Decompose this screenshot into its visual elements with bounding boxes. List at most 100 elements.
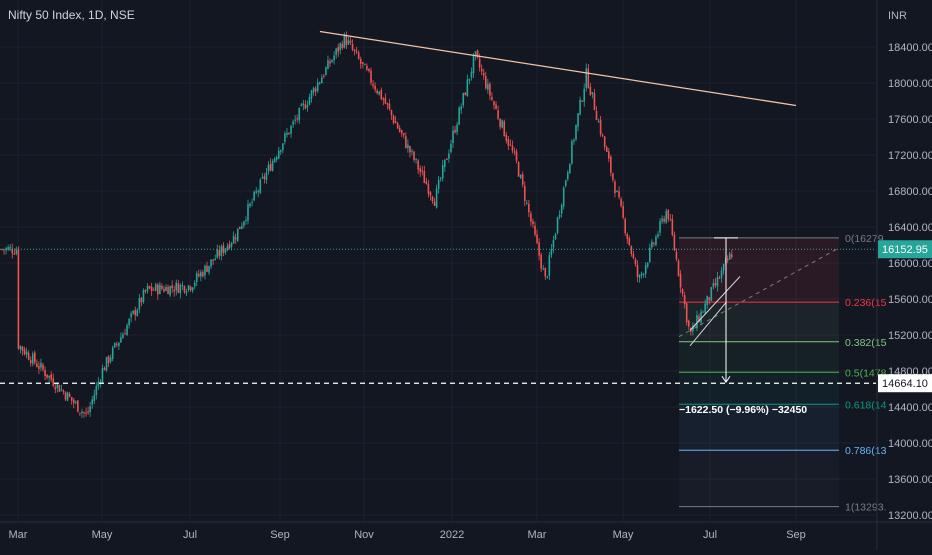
candle-body xyxy=(444,159,446,167)
candle-body xyxy=(204,265,206,276)
candle-body xyxy=(528,203,530,213)
candle-body xyxy=(89,406,91,413)
candle-body xyxy=(726,258,729,261)
time-axis[interactable]: Mar May Jul Sep Nov 2022 Mar May Jul Sep xyxy=(0,521,932,541)
level-price-badge[interactable] xyxy=(878,374,932,393)
candle-body xyxy=(128,318,130,326)
candle-body xyxy=(673,234,676,251)
candle-body xyxy=(120,337,122,343)
candle-body xyxy=(646,262,649,267)
candle-body xyxy=(52,378,55,386)
time-tick-label: May xyxy=(613,529,634,541)
candle-body xyxy=(573,139,575,142)
candle-body xyxy=(519,174,522,178)
candle-body xyxy=(675,251,678,260)
candle-body xyxy=(698,316,700,322)
candle-body xyxy=(386,102,389,105)
candle-body xyxy=(230,243,233,247)
candle-body xyxy=(298,107,301,121)
price-tick-label: 17200.00 xyxy=(888,150,932,162)
candle-body xyxy=(487,83,489,90)
candle-body xyxy=(583,88,585,102)
candle-body xyxy=(345,34,348,46)
candle-body xyxy=(136,309,139,316)
candle-body xyxy=(152,289,155,291)
candle-body xyxy=(292,121,294,125)
channel-line[interactable] xyxy=(689,302,727,347)
candle-body xyxy=(470,71,473,78)
candle-body xyxy=(126,325,128,335)
candle-body xyxy=(60,389,63,391)
candle-body xyxy=(17,248,20,349)
drawings[interactable]: −1622.50 (−9.96%) −32450 xyxy=(0,30,876,417)
price-tick-label: 16000.00 xyxy=(888,258,932,270)
candle-body xyxy=(380,89,383,100)
candle-body xyxy=(642,273,645,275)
candle-body xyxy=(630,246,633,255)
candle-body xyxy=(175,282,178,291)
candle-body xyxy=(265,172,268,180)
candle-body xyxy=(50,374,52,380)
channel-line[interactable] xyxy=(689,276,741,331)
candle-body xyxy=(374,85,376,90)
candle-body xyxy=(446,158,448,160)
candle-body xyxy=(351,43,354,50)
candle-body xyxy=(46,374,48,378)
candle-body xyxy=(462,92,465,106)
candle-body xyxy=(509,144,512,146)
candle-body xyxy=(556,217,559,233)
candle-body xyxy=(714,283,717,286)
candle-body xyxy=(294,119,296,121)
candle-body xyxy=(243,221,245,226)
candle-body xyxy=(31,353,34,364)
candle-body xyxy=(499,119,501,127)
candle-body xyxy=(503,121,506,137)
candle-body xyxy=(370,70,372,83)
candle-body xyxy=(167,286,169,295)
candle-body xyxy=(706,295,708,306)
candle-body xyxy=(577,113,579,127)
measure-label: −1622.50 (−9.96%) −32450 xyxy=(679,404,807,416)
candle-body xyxy=(146,285,149,291)
candle-body xyxy=(392,115,395,123)
candle-body xyxy=(107,356,110,364)
candle-body xyxy=(58,385,61,392)
candle-body xyxy=(56,383,59,388)
candle-body xyxy=(1,249,3,251)
candle-body xyxy=(716,276,719,287)
candle-body xyxy=(638,274,641,278)
candle-body xyxy=(290,125,292,134)
candle-body xyxy=(206,265,208,272)
candle-body xyxy=(366,65,368,70)
candle-body xyxy=(558,214,561,217)
candle-body xyxy=(562,187,565,207)
candle-body xyxy=(696,315,698,329)
candle-body xyxy=(661,218,663,222)
trendline[interactable] xyxy=(319,30,797,107)
candle-body xyxy=(681,289,684,294)
candle-body xyxy=(567,172,569,180)
candle-body xyxy=(79,412,81,414)
candle-body xyxy=(198,274,200,277)
price-axis[interactable]: 18400.00 18000.00 17600.00 17200.00 16800.00… xyxy=(876,0,932,550)
candle-body xyxy=(148,286,151,289)
candle-body xyxy=(308,97,311,105)
current-price-badge[interactable] xyxy=(878,240,932,259)
price-tick-label: 15200.00 xyxy=(888,330,932,342)
candle-body xyxy=(712,283,715,288)
candle-body xyxy=(589,86,592,96)
candle-body xyxy=(13,253,16,255)
candle-body xyxy=(362,62,364,64)
candle-body xyxy=(316,82,319,92)
candle-body xyxy=(277,150,280,159)
candle-body xyxy=(599,119,602,135)
candle-body xyxy=(409,146,411,153)
candle-body xyxy=(624,219,626,234)
candle-body xyxy=(581,100,583,102)
candle-body xyxy=(394,121,397,124)
candle-body xyxy=(437,179,440,189)
candle-body xyxy=(550,248,553,255)
candle-body xyxy=(212,259,214,261)
